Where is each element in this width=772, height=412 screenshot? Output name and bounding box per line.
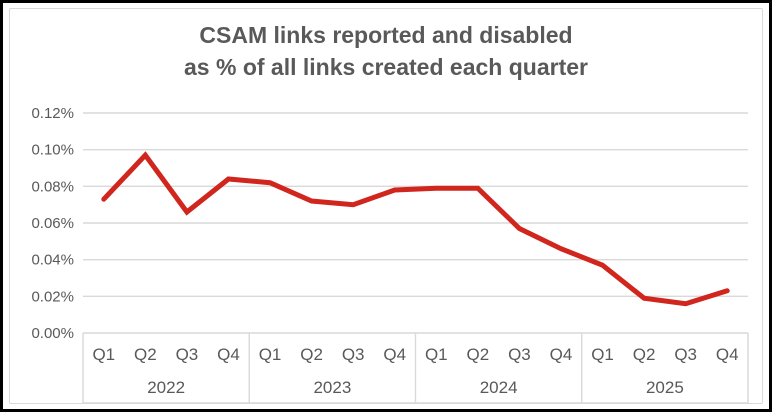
y-axis-tick-label: 0.10% [31,142,74,159]
x-axis-quarter-label: Q1 [591,345,614,364]
x-axis-quarter-label: Q2 [467,345,490,364]
x-axis-quarter-label: Q2 [134,345,157,364]
x-axis-quarter-label: Q3 [508,345,531,364]
chart-title-line-2: as % of all links created each quarter [184,54,588,80]
plot-area: 0.12% 0.10% 0.08% 0.06% 0.04% 0.02% 0.00% Q1 Q2 Q… [31,105,749,404]
y-axis-tick-label: 0.12% [31,105,74,122]
chart-title-line-1: CSAM links reported and disabled [199,22,573,48]
x-axis-quarter-label: Q4 [383,345,406,364]
x-axis-quarter-label: Q3 [674,345,697,364]
x-axis-quarter-label: Q4 [217,345,240,364]
x-axis-quarter-label: Q1 [92,345,115,364]
x-axis-quarter-label: Q4 [716,345,739,364]
chart-title: CSAM links reported and disabled as % of… [3,19,769,83]
y-axis-tick-label: 0.04% [31,252,74,269]
x-axis-quarter-label: Q1 [425,345,448,364]
x-axis-quarter-label: Q2 [300,345,323,364]
y-axis-tick-label: 0.02% [31,288,74,305]
series-line [101,151,730,307]
x-axis-quarter-label: Q2 [633,345,656,364]
x-axis-year-label: 2025 [646,378,684,397]
x-axis-quarter-label: Q3 [176,345,199,364]
x-axis-year-label: 2022 [147,378,185,397]
x-axis-quarter-label: Q3 [342,345,365,364]
x-axis-quarter-label: Q4 [550,345,573,364]
x-axis-quarter-label: Q1 [259,345,282,364]
x-axis-year-label: 2024 [480,378,518,397]
y-axis-tick-label: 0.00% [31,325,74,342]
y-axis-tick-label: 0.08% [31,178,74,195]
x-axis-year-label: 2023 [313,378,351,397]
y-axis-tick-label: 0.06% [31,215,74,232]
